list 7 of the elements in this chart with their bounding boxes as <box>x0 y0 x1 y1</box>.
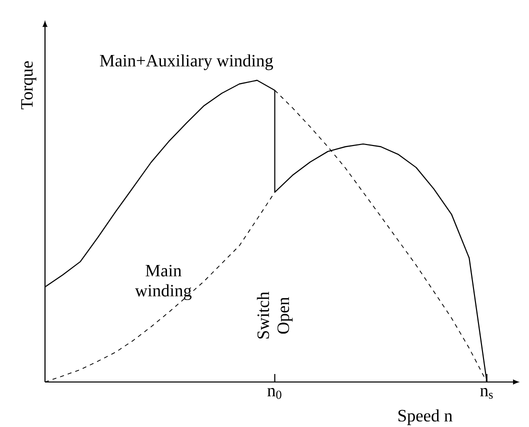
y-axis-title: Torque <box>21 61 36 110</box>
annotation: Main winding <box>135 264 192 300</box>
x-tick-label: n$_{0}$ <box>267 388 282 399</box>
text: Main+Auxiliary winding <box>100 54 274 70</box>
x-tick-label: n$_{s}$ <box>480 388 493 399</box>
x-axis-title: Speed n <box>398 409 452 426</box>
annotation: Switch Open <box>256 292 293 339</box>
